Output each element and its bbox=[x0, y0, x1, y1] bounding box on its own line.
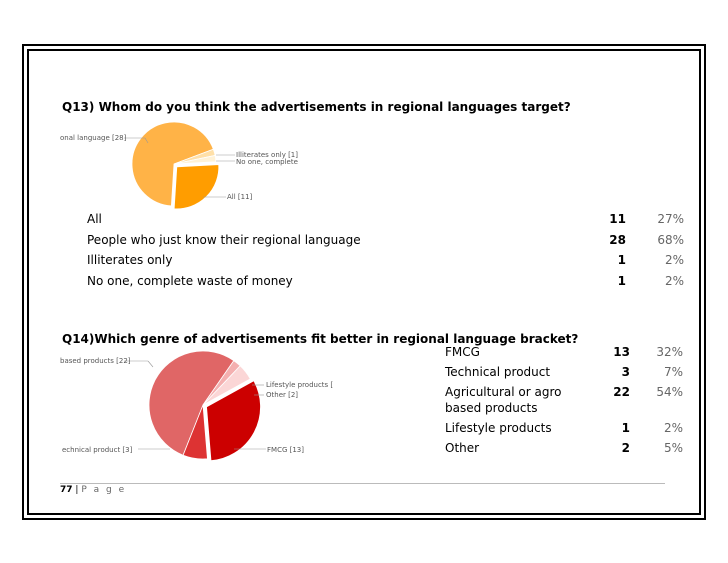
q14-row-label-cont: based products bbox=[445, 401, 538, 415]
q13-pie-slice-2 bbox=[173, 154, 217, 165]
page-word: P a g e bbox=[81, 485, 127, 495]
q14-row-label: Lifestyle products bbox=[445, 421, 552, 435]
q14-label-4: echnical product [3] bbox=[62, 446, 133, 454]
q14-row-label: Agricultural or agro bbox=[445, 385, 562, 399]
q13-label-1: Illiterates only [1] bbox=[236, 151, 298, 159]
page-footer: 77 | P a g e bbox=[60, 485, 126, 495]
q14-pie-slice-4 bbox=[182, 404, 208, 460]
q14-label-0: based products [22] bbox=[60, 357, 131, 365]
q14-row-count: 22 bbox=[613, 385, 630, 399]
q13-row-label: No one, complete waste of money bbox=[87, 273, 293, 288]
q13-row-pct: 2% bbox=[664, 253, 684, 267]
q14-pie-slice-0 bbox=[148, 350, 235, 456]
q14-label-2: Other [2] bbox=[266, 391, 298, 399]
q13-label-0: onal language [28] bbox=[60, 134, 127, 142]
q14-pie-chart: based products [22] Lifestyle products [… bbox=[60, 350, 333, 462]
q14-label-1: Lifestyle products [ bbox=[266, 381, 333, 389]
q13-pie-slice-3 bbox=[173, 164, 220, 210]
q14-row-pct: 54% bbox=[656, 385, 683, 399]
q13-row-count: 28 bbox=[609, 232, 626, 247]
page-border-outer bbox=[22, 44, 706, 520]
q13-pie-slice-0 bbox=[131, 121, 214, 207]
page-border-inner bbox=[27, 49, 701, 515]
q13-label-3: All [11] bbox=[227, 193, 253, 201]
q14-row-pct: 5% bbox=[663, 441, 683, 455]
q14-label-3: FMCG [13] bbox=[267, 446, 304, 454]
q13-row-pct: 68% bbox=[657, 232, 684, 247]
q13-row-pct: 2% bbox=[664, 273, 684, 288]
footer-separator: | bbox=[75, 485, 79, 495]
q14-pie-slice-2 bbox=[202, 365, 251, 406]
q14-row-count: 13 bbox=[613, 345, 630, 359]
q13-row-count: 1 bbox=[617, 253, 626, 267]
q14-row-label: Other bbox=[445, 441, 480, 455]
q14-row-label: Technical product bbox=[445, 365, 551, 379]
q14-row-count: 1 bbox=[621, 421, 630, 435]
q13-question: Q13) Whom do you think the advertisement… bbox=[62, 100, 571, 114]
q14-row-count: 2 bbox=[621, 441, 630, 455]
q14-row-pct: 7% bbox=[663, 365, 683, 379]
q14-row-pct: 2% bbox=[663, 421, 683, 435]
q13-row-label: All bbox=[87, 212, 102, 226]
footer-rule bbox=[60, 483, 665, 484]
page-number: 77 bbox=[60, 485, 73, 495]
q13-row-label: People who just know their regional lang… bbox=[87, 232, 361, 247]
q13-row-pct: 27% bbox=[657, 212, 684, 226]
q13-row-label: Illiterates only bbox=[87, 253, 173, 267]
q14-row-pct: 32% bbox=[656, 345, 683, 359]
q14-question: Q14)Which genre of advertisements fit be… bbox=[62, 332, 579, 346]
q14-pie-slice-3 bbox=[206, 380, 261, 462]
q13-label-2: No one, complete в bbox=[236, 158, 300, 166]
q13-pie-chart: onal language [28] Illiterates only [1] … bbox=[60, 121, 300, 210]
q14-row-label: FMCG bbox=[445, 345, 480, 359]
q13-row-count: 11 bbox=[609, 212, 626, 226]
q13-row-count: 1 bbox=[617, 273, 626, 288]
q14-row-count: 3 bbox=[621, 365, 630, 379]
